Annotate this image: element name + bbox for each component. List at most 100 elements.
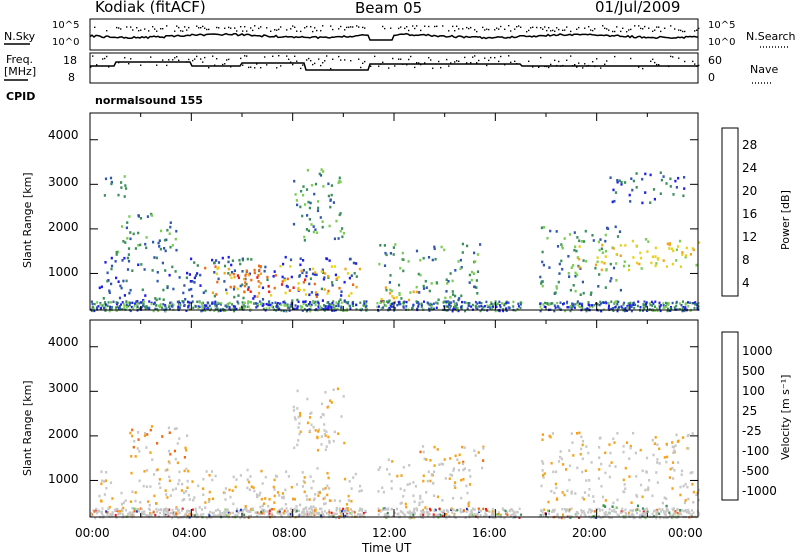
heatmap-cell [193, 514, 196, 517]
nave-tick-bottom: 0 [708, 71, 715, 84]
heatmap-cell [574, 513, 577, 516]
heatmap-cell [303, 481, 306, 484]
heatmap-cell [315, 231, 319, 234]
heatmap-cell [625, 441, 629, 444]
heatmap-cell [129, 500, 133, 503]
heatmap-cell [171, 508, 174, 512]
heatmap-cell [215, 293, 218, 296]
nave-point [196, 55, 198, 58]
heatmap-cell [191, 480, 194, 483]
heatmap-cell [460, 294, 463, 298]
heatmap-cell [588, 508, 591, 511]
heatmap-cell [557, 280, 560, 284]
heatmap-cell [555, 497, 559, 500]
nave-point [128, 63, 130, 65]
nsearch-point [120, 28, 122, 30]
heatmap-cell [293, 446, 296, 450]
heatmap-cell [346, 513, 349, 517]
heatmap-cell [331, 281, 334, 284]
heatmap-cell [211, 478, 214, 482]
heatmap-cell [609, 451, 612, 455]
heatmap-cell [583, 240, 586, 243]
heatmap-cell [424, 506, 427, 509]
heatmap-cell [594, 514, 597, 517]
heatmap-cell [459, 511, 462, 514]
nsearch-point [414, 27, 416, 30]
heatmap-cell [567, 272, 570, 275]
heatmap-cell [157, 309, 160, 313]
heatmap-cell [216, 514, 219, 517]
heatmap-cell [341, 510, 343, 513]
heatmap-cell [359, 507, 362, 510]
nave-point [532, 66, 534, 68]
heatmap-cell [346, 302, 349, 305]
heatmap-cell [566, 300, 569, 304]
colorbar-frame [721, 331, 739, 501]
heatmap-cell [215, 305, 218, 308]
velocity-cbar-tick-m1000: -1000 [742, 484, 777, 498]
heatmap-cell [273, 286, 276, 290]
heatmap-cell [382, 490, 385, 494]
heatmap-cell [255, 493, 259, 496]
nave-point [456, 60, 458, 62]
heatmap-cell [452, 467, 456, 470]
heatmap-cell [336, 387, 340, 391]
heatmap-cell [382, 306, 385, 309]
heatmap-cell [115, 516, 118, 519]
heatmap-cell [363, 300, 366, 303]
heatmap-cell [144, 242, 147, 246]
heatmap-cell [393, 306, 396, 310]
heatmap-cell [298, 509, 300, 513]
heatmap-cell [384, 251, 387, 255]
heatmap-cell [567, 508, 570, 512]
heatmap-cell [622, 444, 625, 448]
heatmap-cell [675, 259, 678, 262]
heatmap-cell [632, 514, 635, 517]
heatmap-cell [647, 486, 650, 489]
heatmap-cell [242, 509, 244, 512]
heatmap-cell [665, 442, 668, 446]
nsearch-point [642, 28, 644, 30]
heatmap-cell [285, 470, 288, 473]
heatmap-cell [499, 305, 502, 309]
heatmap-cell [145, 514, 148, 517]
heatmap-cell [245, 282, 248, 286]
nsearch-point [588, 26, 590, 28]
heatmap-cell [330, 306, 333, 309]
heatmap-cell [597, 477, 600, 480]
heatmap-cell [562, 513, 564, 516]
heatmap-cell [188, 498, 191, 501]
heatmap-cell [247, 480, 250, 484]
nsearch-point [658, 26, 660, 28]
nsearch-point [544, 26, 546, 28]
heatmap-cell [301, 485, 305, 488]
heatmap-cell [389, 308, 392, 311]
heatmap-cell [389, 274, 392, 277]
heatmap-cell [585, 309, 588, 313]
heatmap-cell [127, 259, 131, 263]
heatmap-cell [403, 514, 406, 517]
heatmap-cell [328, 499, 331, 502]
heatmap-cell [165, 307, 168, 310]
heatmap-cell [102, 514, 105, 518]
nsearch-point [236, 30, 238, 32]
heatmap-cell [255, 495, 259, 499]
heatmap-cell [213, 261, 216, 264]
heatmap-cell [653, 309, 656, 312]
heatmap-cell [121, 510, 124, 513]
heatmap-cell [90, 300, 93, 303]
heatmap-cell [667, 508, 670, 512]
heatmap-cell [510, 514, 512, 517]
heatmap-cell [399, 266, 402, 270]
heatmap-cell [425, 511, 428, 514]
heatmap-cell [665, 265, 668, 268]
heatmap-cell [608, 508, 611, 511]
heatmap-cell [360, 307, 363, 311]
nsearch-point [206, 28, 208, 31]
heatmap-cell [298, 288, 301, 292]
heatmap-cell [563, 516, 566, 520]
heatmap-cell [297, 282, 300, 285]
heatmap-cell [241, 257, 244, 261]
heatmap-cell [303, 476, 306, 479]
heatmap-cell [474, 300, 477, 304]
